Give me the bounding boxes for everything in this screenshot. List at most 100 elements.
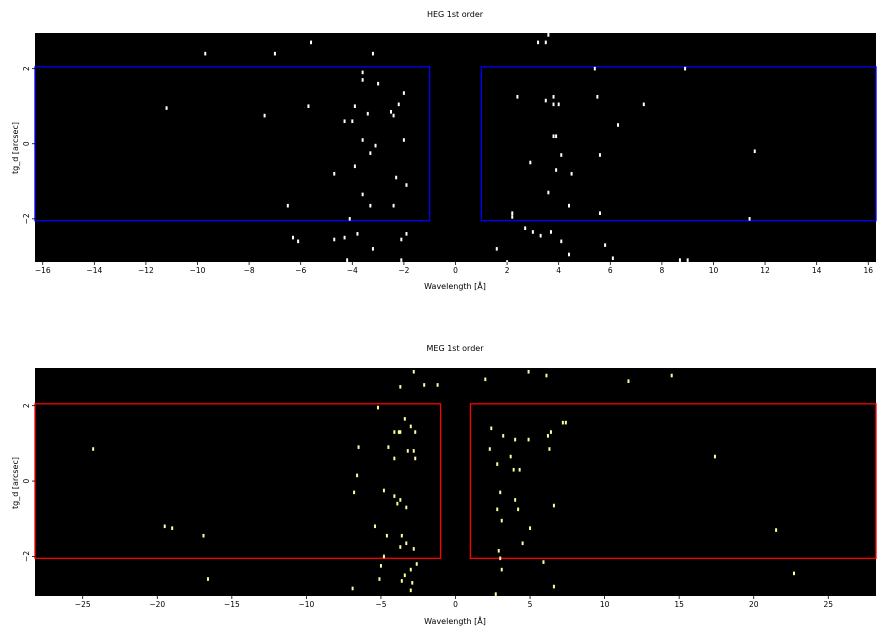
heg-x-tick-label: −2 xyxy=(398,266,409,275)
meg-event-point xyxy=(353,490,356,495)
meg-event-point xyxy=(163,524,166,529)
heg-x-tick-label: −4 xyxy=(347,266,358,275)
heg-event-point xyxy=(511,211,514,215)
heg-event-point xyxy=(204,51,207,56)
meg-event-point xyxy=(393,430,396,434)
heg-event-point xyxy=(392,113,395,118)
meg-event-point xyxy=(502,434,505,438)
heg-event-point xyxy=(524,226,527,231)
meg-event-point xyxy=(527,437,530,442)
heg-event-point xyxy=(286,203,289,208)
meg-x-tick-label: 15 xyxy=(674,600,684,609)
heg-event-point xyxy=(273,51,276,56)
meg-event-point xyxy=(414,456,417,461)
meg-x-tick-label: 20 xyxy=(749,600,759,609)
meg-event-point xyxy=(518,467,521,472)
meg-x-tick-label: −5 xyxy=(375,600,386,609)
heg-event-point xyxy=(552,134,555,139)
meg-event-point xyxy=(552,503,555,508)
meg-x-tick-label: 0 xyxy=(453,600,458,609)
meg-region-box-positive xyxy=(469,403,877,559)
heg-event-point xyxy=(544,98,547,103)
heg-event-point xyxy=(604,243,607,247)
heg-event-point xyxy=(529,160,532,165)
heg-event-point xyxy=(511,215,514,219)
meg-events xyxy=(92,369,795,596)
heg-event-point xyxy=(353,164,356,169)
heg-event-point xyxy=(333,171,336,176)
meg-event-point xyxy=(415,562,418,566)
heg-x-tick-label: 4 xyxy=(556,266,561,275)
heg-event-point xyxy=(552,95,555,99)
meg-event-point xyxy=(409,567,412,572)
heg-event-point xyxy=(544,40,547,45)
meg-event-point xyxy=(396,501,399,506)
meg-event-point xyxy=(399,385,402,389)
heg-events xyxy=(165,33,756,264)
meg-x-axis: −25 −20 −15 −10 −5 0 5 10 15 20 25 xyxy=(75,596,833,609)
heg-event-point xyxy=(366,111,369,116)
heg-event-point xyxy=(361,192,364,197)
meg-event-point xyxy=(484,377,487,382)
heg-x-tick-label: −10 xyxy=(190,266,206,275)
meg-event-point xyxy=(412,369,415,374)
meg-event-point xyxy=(497,548,500,553)
meg-event-point xyxy=(627,379,630,383)
meg-x-tick-label: 25 xyxy=(824,600,834,609)
heg-event-point xyxy=(547,190,550,195)
meg-event-point xyxy=(488,447,491,451)
meg-event-point xyxy=(171,526,174,530)
heg-event-point xyxy=(495,247,498,251)
heg-region-box-positive xyxy=(480,66,877,222)
heg-event-point xyxy=(356,232,359,236)
heg-event-point xyxy=(560,239,563,244)
heg-event-point xyxy=(371,247,374,251)
heg-x-tick-label: −16 xyxy=(35,266,51,275)
heg-event-point xyxy=(678,258,681,262)
meg-event-point xyxy=(514,498,517,502)
meg-event-point xyxy=(397,430,400,434)
heg-y-tick-label: 2 xyxy=(22,66,31,71)
meg-event-point xyxy=(521,541,524,546)
meg-event-point xyxy=(399,430,402,434)
heg-y-label: tg_d [arcsec] xyxy=(11,122,20,174)
heg-x-tick-label: 12 xyxy=(760,266,770,275)
heg-event-point xyxy=(593,66,596,71)
meg-event-point xyxy=(411,581,414,585)
heg-event-point xyxy=(549,230,552,234)
heg-event-point xyxy=(346,258,349,262)
heg-y-tick-label: −2 xyxy=(22,213,31,224)
heg-event-point xyxy=(377,81,380,86)
heg-event-point xyxy=(263,113,266,118)
meg-x-tick-label: −25 xyxy=(75,600,91,609)
meg-event-point xyxy=(399,498,402,502)
heg-event-point xyxy=(395,175,398,180)
meg-y-tick-label: −2 xyxy=(22,551,31,562)
heg-event-point xyxy=(165,106,168,110)
heg-title: HEG 1st order xyxy=(427,10,484,19)
meg-event-point xyxy=(490,426,493,431)
meg-event-point xyxy=(436,383,439,387)
meg-event-point xyxy=(775,528,778,532)
heg-event-point xyxy=(374,143,377,148)
heg-event-point xyxy=(392,203,395,208)
heg-event-point xyxy=(402,138,405,142)
meg-event-point xyxy=(378,577,381,581)
meg-event-point xyxy=(412,547,415,551)
heg-event-point xyxy=(537,40,540,45)
heg-y-tick-label: 0 xyxy=(22,141,31,146)
heg-x-tick-label: 16 xyxy=(863,266,873,275)
heg-x-axis: −16 −14 −12 −10 −8 −6 −4 −2 0 2 4 6 8 10 12 14 16 xyxy=(35,262,873,275)
heg-event-point xyxy=(369,151,372,155)
meg-event-point xyxy=(545,373,548,378)
meg-event-point xyxy=(412,449,415,453)
meg-event-point xyxy=(393,456,396,461)
heg-event-point xyxy=(596,95,599,99)
meg-event-point xyxy=(382,554,385,559)
meg-event-point xyxy=(512,467,515,472)
heg-event-point xyxy=(371,51,374,56)
meg-event-point xyxy=(546,434,549,438)
heg-event-point xyxy=(555,168,558,172)
heg-event-point xyxy=(568,203,571,208)
